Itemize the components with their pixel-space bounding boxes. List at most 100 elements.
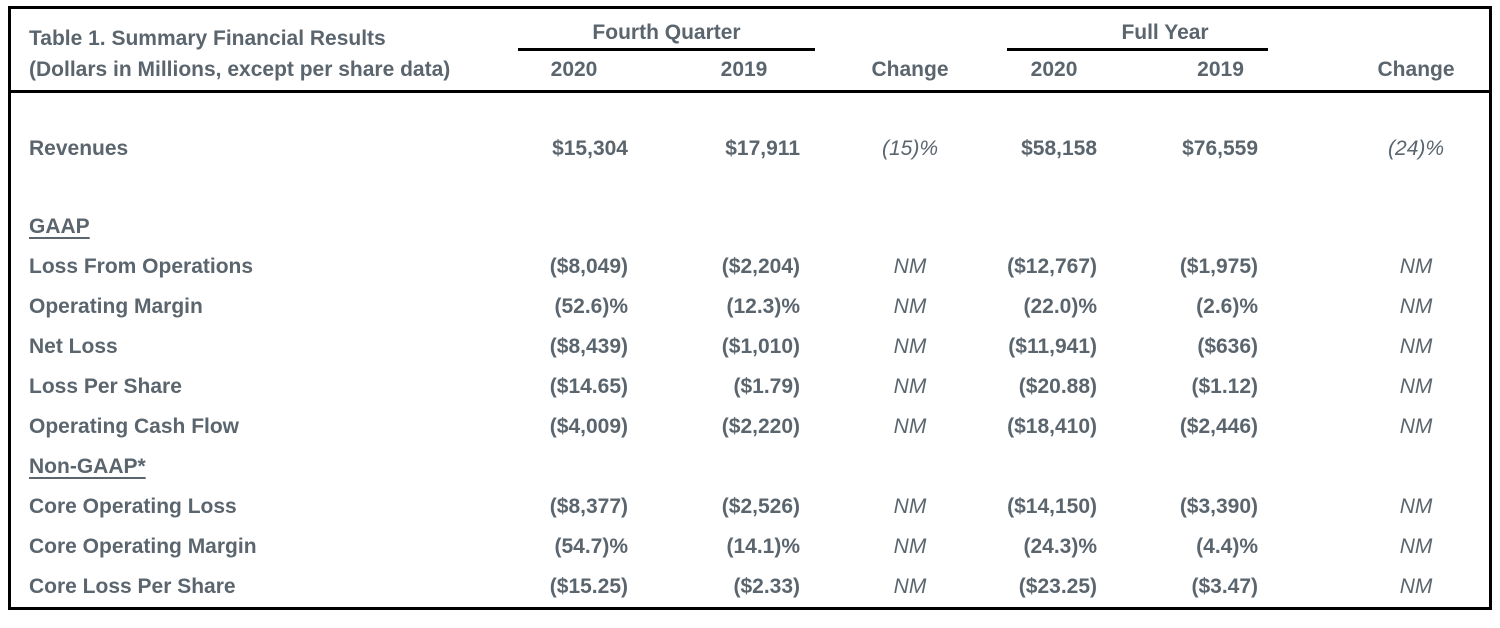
value-cell: ($1,010)	[721, 335, 801, 358]
spacer-row	[11, 169, 1489, 207]
value-cell: ($12,767)	[1007, 255, 1098, 278]
value-cell: ($8,377)	[549, 495, 628, 518]
value-cell: ($2,220)	[721, 415, 801, 438]
row-label: Operating Margin	[29, 295, 203, 318]
value-cell: ($3,390)	[1179, 495, 1259, 518]
table-title: Table 1. Summary Financial Results	[29, 27, 386, 50]
empty-cell	[1268, 9, 1489, 51]
value-cell: $17,911	[725, 137, 801, 160]
group-header-fourth-quarter: Fourth Quarter	[505, 9, 816, 51]
change-cell: NM	[1399, 375, 1433, 398]
value-cell: $76,559	[1182, 137, 1259, 160]
section-heading: GAAP	[29, 215, 90, 238]
value-cell: (12.3)%	[726, 295, 801, 318]
spacer-row	[11, 91, 1489, 129]
change-cell: NM	[893, 575, 927, 598]
value-cell: (2.6)%	[1196, 295, 1259, 318]
value-cell: ($2.33)	[733, 575, 801, 598]
spacer-cell	[11, 91, 1489, 129]
value-cell: ($23.25)	[1018, 575, 1098, 598]
change-cell: NM	[893, 375, 927, 398]
row-label: Loss Per Share	[29, 375, 182, 398]
value-cell: ($2,526)	[721, 495, 801, 518]
value-cell: ($1.12)	[1191, 375, 1259, 398]
spacer-cell	[11, 169, 1489, 207]
change-cell: NM	[893, 495, 927, 518]
value-cell: $58,158	[1021, 137, 1098, 160]
row-label: Core Operating Margin	[29, 535, 257, 558]
section-cell: GAAP	[11, 207, 1489, 247]
col-header-q4-change: Change	[815, 51, 1006, 93]
empty-cell	[815, 9, 1005, 51]
change-cell: NM	[893, 255, 927, 278]
table-row: Operating Cash Flow ($4,009) ($2,220) NM ($1…	[11, 407, 1489, 447]
group-label: Full Year	[1007, 12, 1269, 51]
value-cell: ($3.47)	[1191, 575, 1259, 598]
table-row: Core Operating Loss ($8,377) ($2,526) NM ($1…	[11, 487, 1489, 527]
table-row: Core Loss Per Share ($15.25) ($2.33) NM ($23…	[11, 567, 1489, 607]
change-cell: NM	[1399, 495, 1433, 518]
table-subtitle: (Dollars in Millions, except per share d…	[11, 51, 505, 93]
change-cell: NM	[893, 335, 927, 358]
table-row: Core Operating Margin (54.7)% (14.1)% NM (24…	[11, 527, 1489, 567]
table-row: Operating Margin (52.6)% (12.3)% NM (22.0)% (…	[11, 287, 1489, 327]
value-cell: (14.1)%	[726, 535, 801, 558]
value-cell: (4.4)%	[1196, 535, 1259, 558]
row-label: Loss From Operations	[29, 255, 254, 278]
group-label: Fourth Quarter	[518, 12, 816, 51]
table-row: Loss From Operations ($8,049) ($2,204) NM ($…	[11, 247, 1489, 287]
value-cell: (54.7)%	[554, 535, 628, 558]
row-label: Revenues	[29, 137, 129, 160]
row-label: Core Operating Loss	[29, 495, 237, 518]
value-cell: (22.0)%	[1023, 295, 1098, 318]
group-header-full-year: Full Year	[1005, 9, 1269, 51]
col-header-q4-2019: 2019	[643, 51, 816, 93]
group-header-row: Table 1. Summary Financial Results Fourt…	[11, 9, 1489, 51]
change-cell: NM	[1399, 415, 1433, 438]
col-header-fy-2020: 2020	[1005, 51, 1104, 93]
value-cell: $15,304	[552, 137, 628, 160]
value-cell: ($8,049)	[549, 255, 628, 278]
value-cell: ($4,009)	[549, 415, 628, 438]
row-label: Core Loss Per Share	[29, 575, 236, 598]
change-cell: (24)%	[1388, 137, 1445, 160]
change-cell: (15)%	[882, 137, 939, 160]
col-header-fy-2019: 2019	[1103, 51, 1269, 93]
change-cell: NM	[893, 535, 927, 558]
row-label: Operating Cash Flow	[29, 415, 240, 438]
section-cell: Non-GAAP*	[11, 447, 1489, 487]
value-cell: (24.3)%	[1023, 535, 1098, 558]
change-cell: NM	[1399, 575, 1433, 598]
table-row: Loss Per Share ($14.65) ($1.79) NM ($20.88) (…	[11, 367, 1489, 407]
value-cell: ($636)	[1197, 335, 1259, 358]
value-cell: ($15.25)	[549, 575, 628, 598]
value-cell: ($14,150)	[1007, 495, 1098, 518]
change-cell: NM	[1399, 335, 1433, 358]
change-cell: NM	[893, 295, 927, 318]
section-row: Non-GAAP*	[11, 447, 1489, 487]
col-header-fy-change: Change	[1268, 51, 1490, 93]
value-cell: ($1.79)	[733, 375, 801, 398]
value-cell: ($1,975)	[1179, 255, 1259, 278]
col-header-q4-2020: 2020	[505, 51, 643, 93]
change-cell: NM	[893, 415, 927, 438]
change-cell: NM	[1399, 535, 1433, 558]
section-row: GAAP	[11, 207, 1489, 247]
summary-table: Table 1. Summary Financial Results Fourt…	[11, 9, 1490, 607]
value-cell: ($2,446)	[1179, 415, 1259, 438]
financial-results-table: Table 1. Summary Financial Results Fourt…	[8, 6, 1492, 610]
change-cell: NM	[1399, 255, 1433, 278]
value-cell: (52.6)%	[554, 295, 628, 318]
table-row: Revenues $15,304 $17,911 (15)% $58,158 $76,55…	[11, 129, 1489, 169]
row-label: Net Loss	[29, 335, 118, 358]
change-cell: NM	[1399, 295, 1433, 318]
value-cell: ($11,941)	[1008, 335, 1098, 358]
value-cell: ($2,204)	[721, 255, 801, 278]
value-cell: ($20.88)	[1018, 375, 1098, 398]
value-cell: ($18,410)	[1007, 415, 1098, 438]
column-header-row: (Dollars in Millions, except per share d…	[11, 51, 1490, 93]
value-cell: ($14.65)	[549, 375, 628, 398]
table-row: Net Loss ($8,439) ($1,010) NM ($11,941) ($636…	[11, 327, 1489, 367]
value-cell: ($8,439)	[549, 335, 628, 358]
